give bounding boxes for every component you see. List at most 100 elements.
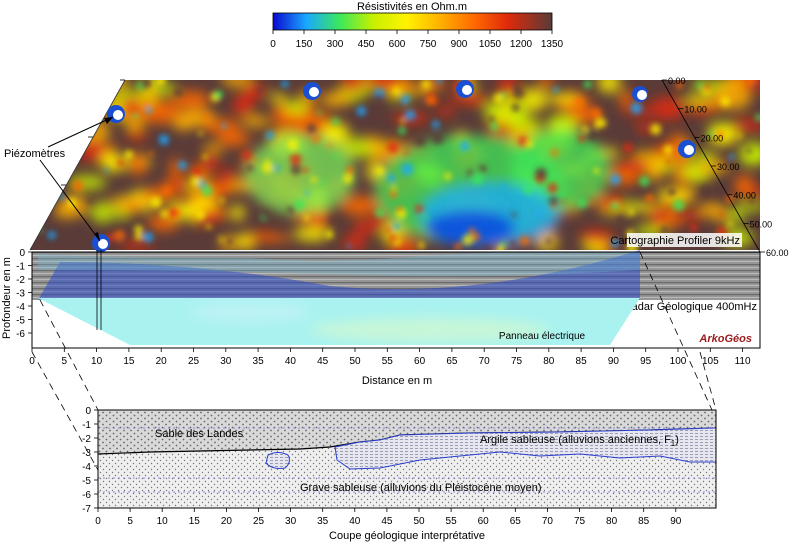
layer-argile: Argile sableuse (alluvions anciennes, F1… bbox=[480, 434, 679, 448]
main-x-tick-label: 60 bbox=[414, 356, 426, 367]
piezometer-marker bbox=[98, 239, 108, 249]
main-y-tick-label: 0 bbox=[19, 248, 25, 259]
colorbar-tick-label: 1350 bbox=[541, 39, 564, 50]
arkogeos-logo: ArkoGéos bbox=[698, 333, 752, 345]
colorbar-tick-label: 1200 bbox=[510, 39, 533, 50]
main-x-tick-label: 20 bbox=[156, 356, 168, 367]
main-y-tick-label: -1 bbox=[16, 262, 25, 273]
piezometer-marker bbox=[637, 90, 647, 100]
main-y-ticks: 0 -1 -2 -3 -4 -5 -6 bbox=[16, 248, 32, 340]
colorbar-tick-label: 900 bbox=[451, 39, 468, 50]
section-x-tick-label: 50 bbox=[413, 516, 425, 527]
main-x-tick-label: 75 bbox=[511, 356, 523, 367]
section-y-tick-label: -3 bbox=[82, 448, 91, 459]
label-cartographie: Cartographie Profiler 9kHz bbox=[610, 235, 740, 247]
section-x-tick-label: 40 bbox=[349, 516, 361, 527]
section-x-tick-label: 5 bbox=[127, 516, 133, 527]
map-right-tick-label: 40.00 bbox=[733, 191, 756, 201]
section-x-tick-label: 60 bbox=[478, 516, 490, 527]
piezometer-callout: Piézomètres bbox=[4, 116, 114, 242]
main-x-tick-label: 100 bbox=[670, 356, 687, 367]
section-x-tick-label: 45 bbox=[381, 516, 393, 527]
section-y-tick-label: -5 bbox=[82, 476, 91, 487]
section-x-tick-label: 75 bbox=[574, 516, 586, 527]
main-x-tick-label: 70 bbox=[479, 356, 491, 367]
main-x-tick-label: 80 bbox=[543, 356, 555, 367]
section-x-ticks: 0 5 10 15 20 25 30 35 40 45 50 55 60 65 70 75 80 85 90 bbox=[95, 508, 682, 527]
map-right-tick-label: 0.00 bbox=[668, 76, 686, 86]
main-y-tick-label: -5 bbox=[16, 316, 25, 327]
main-x-tick-label: 5 bbox=[62, 356, 68, 367]
main-x-tick-label: 90 bbox=[608, 356, 620, 367]
main-x-tick-label: 15 bbox=[123, 356, 135, 367]
projection-lines bbox=[31, 251, 717, 471]
main-x-tick-label: 40 bbox=[285, 356, 297, 367]
section-y-tick-label: -1 bbox=[82, 420, 91, 431]
section-x-tick-label: 65 bbox=[510, 516, 522, 527]
main-x-tick-label: 65 bbox=[446, 356, 458, 367]
main-y-tick-label: -2 bbox=[16, 275, 25, 286]
colorbar-tick-label: 300 bbox=[327, 39, 344, 50]
main-x-ticks: 0 5 10 15 20 25 30 35 40 45 50 55 60 65 70 75 80 85 90 95 10… bbox=[29, 348, 751, 367]
colorbar-tick-label: 450 bbox=[358, 39, 375, 50]
layer-grave: Grave sableuse (alluvions du Pléistocène… bbox=[300, 482, 542, 494]
piezometer-marker bbox=[684, 145, 694, 155]
section-y-tick-label: -6 bbox=[82, 490, 91, 501]
section-x-tick-label: 90 bbox=[670, 516, 682, 527]
profiler-map: 0.00 10.00 20.00 30.00 40.00 50.00 60.00 Carto… bbox=[29, 76, 789, 258]
section-x-tick-label: 20 bbox=[221, 516, 233, 527]
main-y-axis-label: Profondeur en m bbox=[1, 257, 13, 339]
map-right-tick-label: 60.00 bbox=[766, 248, 789, 258]
section-x-tick-label: 80 bbox=[606, 516, 618, 527]
colorbar-tick-label: 750 bbox=[420, 39, 437, 50]
colorbar-tick-label: 0 bbox=[270, 39, 276, 50]
main-x-axis-label: Distance en m bbox=[362, 375, 432, 387]
piezometer-marker bbox=[113, 110, 123, 120]
main-x-tick-label: 95 bbox=[640, 356, 652, 367]
section-title: Coupe géologique interprétative bbox=[329, 530, 485, 542]
main-x-tick-label: 30 bbox=[220, 356, 232, 367]
section-y-tick-label: -7 bbox=[82, 504, 91, 515]
section-y-tick-label: -4 bbox=[82, 462, 91, 473]
main-axes: 0 -1 -2 -3 -4 -5 -6 0 5 10 15 20 25 30 35 40 45 50 55 60 65… bbox=[1, 248, 761, 387]
map-right-axis: 0.00 10.00 20.00 30.00 40.00 50.00 60.00 bbox=[661, 76, 789, 258]
geological-section: 0 -1 -2 -3 -4 -5 -6 -7 0 5 10 15 20 25 30 35 40 45 50 55 60… bbox=[82, 406, 717, 542]
map-right-tick-label: 50.00 bbox=[750, 219, 773, 229]
section-y-tick-label: -2 bbox=[82, 434, 91, 445]
piezometer-marker bbox=[462, 85, 472, 95]
map-right-tick-label: 30.00 bbox=[717, 162, 740, 172]
colorbar-tick-label: 600 bbox=[389, 39, 406, 50]
main-x-tick-label: 105 bbox=[702, 356, 719, 367]
main-y-tick-label: -3 bbox=[16, 289, 25, 300]
label-radar: Radar Géologique 400mHz bbox=[624, 301, 757, 313]
colorbar-tick-label: 150 bbox=[296, 39, 313, 50]
radar-section: Radar Géologique 400mHz bbox=[32, 250, 760, 313]
colorbar-title: Résistivités en Ohm.m bbox=[357, 1, 467, 13]
section-x-tick-label: 85 bbox=[638, 516, 650, 527]
section-x-tick-label: 55 bbox=[446, 516, 458, 527]
main-y-tick-label: -4 bbox=[16, 302, 25, 313]
label-piezometres: Piézomètres bbox=[4, 148, 66, 160]
section-x-tick-label: 10 bbox=[157, 516, 169, 527]
section-x-tick-label: 35 bbox=[317, 516, 329, 527]
map-right-tick-label: 10.00 bbox=[684, 105, 707, 115]
layer-sable: Sable des Landes bbox=[155, 428, 244, 440]
main-x-tick-label: 35 bbox=[253, 356, 265, 367]
main-x-tick-label: 110 bbox=[735, 356, 751, 367]
electrical-panel: Panneau électrique bbox=[38, 298, 640, 345]
main-x-tick-label: 45 bbox=[317, 356, 329, 367]
piezometer-markers bbox=[92, 80, 696, 252]
colorbar-gradient bbox=[272, 12, 553, 31]
map-right-tick-label: 20.00 bbox=[701, 133, 724, 143]
section-y-ticks: 0 -1 -2 -3 -4 -5 -6 -7 bbox=[82, 406, 98, 515]
piezometer-marker bbox=[309, 87, 319, 97]
main-x-tick-label: 50 bbox=[349, 356, 361, 367]
section-x-tick-label: 15 bbox=[189, 516, 201, 527]
section-x-tick-label: 0 bbox=[95, 516, 101, 527]
colorbar: Résistivités en Ohm.m 0 150 300 450 600 750 90… bbox=[270, 1, 563, 50]
section-x-tick-label: 30 bbox=[285, 516, 297, 527]
main-x-tick-label: 0 bbox=[29, 356, 35, 367]
colorbar-ticks: 0 150 300 450 600 750 900 1050 1200 1350 bbox=[270, 30, 564, 50]
main-x-tick-label: 55 bbox=[382, 356, 394, 367]
